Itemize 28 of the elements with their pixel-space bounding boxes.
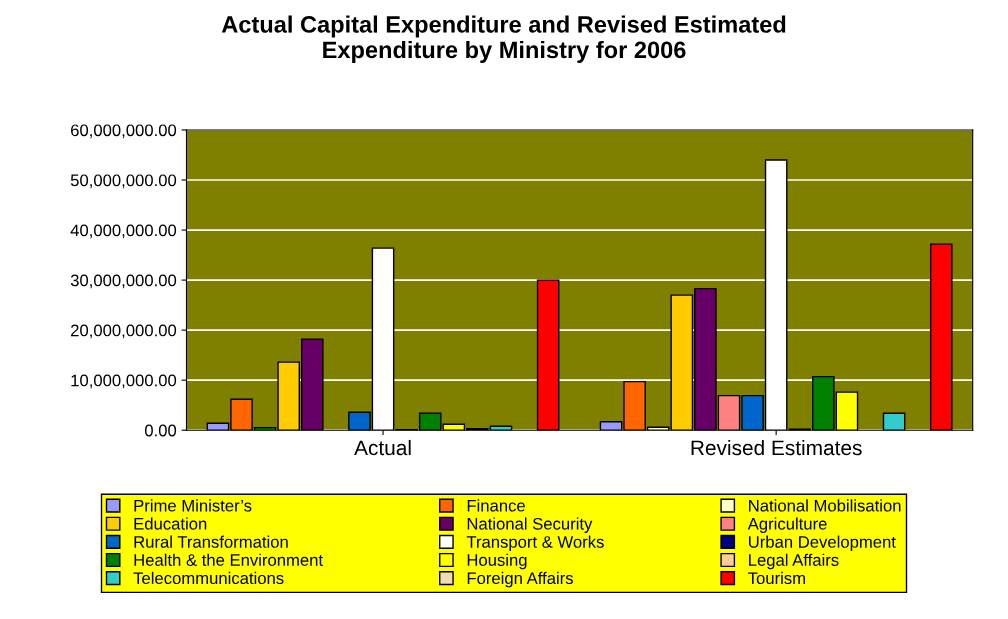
y-tick-label: 10,000,000.00 [71,374,177,389]
legend-label: Prime Minister’s [134,499,252,512]
bar [929,243,953,431]
legend-label: National Mobilisation [749,499,901,512]
legend-label: National Security [467,517,593,533]
legend-label: Education [134,517,207,530]
y-tick-label: 60,000,000.00 [71,124,177,139]
legend-label: Health & the Environment [134,553,323,566]
y-tick-label: 30,000,000.00 [70,274,177,289]
legend-label: Telecommunications [133,571,284,585]
legend-label: Rural Transformation [134,535,288,548]
legend-label: Tourism [748,571,805,585]
bar [536,279,560,431]
x-tick-label: Actual [354,439,411,456]
legend-label: Foreign Affairs [467,571,573,588]
y-tick-label: 50,000,000.00 [70,174,177,189]
y-tick-label: 40,000,000.00 [70,224,177,239]
y-tick-label: 0.00 [144,424,177,437]
legend-label: Agriculture [747,517,827,533]
legend-label: Urban Development [749,535,896,552]
legend-label: Transport & Works [466,535,604,552]
bar [882,412,906,431]
legend-label: Housing [467,553,527,570]
x-tick-label: Revised Estimates [691,439,862,456]
legend-label: Finance [467,499,525,512]
y-tick-label: 20,000,000.00 [71,324,177,339]
chart-title: Actual Capital Expenditure and Revised Estimated Expenditure by Ministry for 2006 [221,15,786,63]
legend-label: Legal Affairs [749,553,839,570]
